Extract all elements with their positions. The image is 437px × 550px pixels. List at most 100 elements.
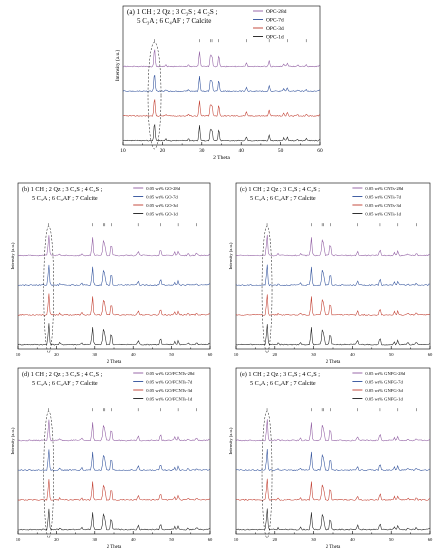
x-tick-label: 20 xyxy=(54,537,59,542)
chart-title: (e) 1 CH ; 2 Qz ; 3 C₃S ; 4 C₂S ; xyxy=(240,371,320,378)
series-line xyxy=(122,123,321,142)
chart-title-line2: 5 C₃A ; 6 C₄AF ; 7 Calcite xyxy=(32,195,98,202)
series-line xyxy=(235,294,431,316)
x-tick-label: 60 xyxy=(428,537,433,542)
plot-frame xyxy=(122,5,321,146)
x-tick-label: 40 xyxy=(350,537,355,542)
legend-label: 0.05 wt% GNFG-28d xyxy=(365,371,405,376)
series-line xyxy=(235,324,431,346)
x-tick-label: 60 xyxy=(317,148,323,154)
series-line xyxy=(235,234,431,257)
series-line xyxy=(17,235,211,257)
x-tick-label: 30 xyxy=(311,352,316,357)
panel-c: 10 20 30 40 50 60 2 Theta Intensity (a.u.) (c) 1… xyxy=(219,180,437,365)
x-axis-label: 2 Theta xyxy=(326,360,341,365)
legend-label: 0.05 wt% GO-3d xyxy=(146,203,178,208)
legend-label: 0.05 wt% GO/FCNTs-3d xyxy=(146,388,193,393)
x-tick-label: 40 xyxy=(350,352,355,357)
x-tick-label: 50 xyxy=(278,148,284,154)
series-line xyxy=(235,449,431,472)
x-tick-label: 40 xyxy=(239,148,245,154)
panel-a: 10 20 30 40 50 60 2 Theta Intensity (a.u.) (a) 1… xyxy=(0,0,437,178)
legend-label: 0.05 wt% GO/FCNTs-28d xyxy=(146,371,195,376)
series-line xyxy=(17,293,211,316)
legend-label: 0.05 wt% GO-28d xyxy=(146,186,181,191)
chart-title-line2: 5 C₃A ; 6 C₄AF ; 7 Calcite xyxy=(137,17,211,25)
chart-title: (c) 1 CH ; 2 Qz ; 3 C₃S ; 4 C₂S ; xyxy=(240,186,320,193)
legend-label: OPC-7d xyxy=(266,18,284,24)
x-tick-label: 50 xyxy=(389,352,394,357)
y-axis-label: Intensity (a.u.) xyxy=(228,427,233,454)
series-line xyxy=(235,419,431,442)
series-line xyxy=(17,479,211,501)
series-line xyxy=(17,508,211,531)
x-tick-label: 60 xyxy=(428,352,433,357)
series-line xyxy=(17,449,211,472)
dashed-ellipse-annotation xyxy=(261,225,273,354)
legend-label: 0.05 wt% GO/FCNTs-1d xyxy=(146,397,193,402)
chart-c: 10 20 30 40 50 60 2 Theta Intensity (a.u.) (c) 1… xyxy=(228,182,433,365)
x-axis-label: 2 Theta xyxy=(213,155,230,161)
x-tick-label: 30 xyxy=(311,537,316,542)
series-line xyxy=(122,99,321,117)
series-line xyxy=(122,49,321,68)
chart-title-line2: 5 C₃A ; 6 C₄AF ; 7 Calcite xyxy=(32,380,98,387)
x-axis-label: 2 Theta xyxy=(107,360,122,365)
series-line xyxy=(235,478,431,501)
x-tick-label: 20 xyxy=(273,352,278,357)
x-tick-label: 30 xyxy=(93,537,98,542)
legend-label: 0.05 wt% GNFG-3d xyxy=(365,388,403,393)
chart-a: 10 20 30 40 50 60 2 Theta Intensity (a.u.) (a) 1… xyxy=(114,5,323,161)
plot-frame xyxy=(17,182,211,350)
x-tick-label: 50 xyxy=(169,352,174,357)
chart-title-line2: 5 C₃A ; 6 C₄AF ; 7 Calcite xyxy=(250,195,316,202)
series-line xyxy=(235,508,431,531)
dashed-ellipse-annotation xyxy=(147,41,162,150)
x-tick-label: 20 xyxy=(54,352,59,357)
legend-label: 0.05 wt% GO-1d xyxy=(146,212,178,217)
x-axis-label: 2 Theta xyxy=(107,545,122,550)
legend-label: OPC-28d xyxy=(266,9,287,15)
series-line xyxy=(17,419,211,442)
legend-label: 0.05 wt% GO-7d xyxy=(146,195,178,200)
x-tick-label: 40 xyxy=(131,537,136,542)
legend-label: OPC-3d xyxy=(266,26,284,32)
x-tick-label: 10 xyxy=(16,537,21,542)
chart-d: 10 20 30 40 50 60 2 Theta Intensity (a.u.) (d) 1… xyxy=(10,367,213,550)
x-tick-label: 10 xyxy=(234,537,239,542)
y-axis-label: Intensity (a.u.) xyxy=(114,50,121,82)
x-tick-label: 30 xyxy=(199,148,205,154)
legend-label: 0.05 wt% CNTs-7d xyxy=(365,195,401,200)
panel-e: 10 20 30 40 50 60 2 Theta Intensity (a.u.) (e) 1… xyxy=(219,366,437,550)
series-line xyxy=(235,264,431,287)
x-tick-label: 20 xyxy=(160,148,166,154)
x-tick-label: 50 xyxy=(169,537,174,542)
series-line xyxy=(17,264,211,287)
legend-label: 0.05 wt% CNTs-28d xyxy=(365,186,404,191)
x-tick-label: 40 xyxy=(131,352,136,357)
chart-title: (b) 1 CH ; 2 Qz ; 3 C₃S ; 4 C₂S ; xyxy=(22,186,103,193)
x-tick-label: 50 xyxy=(389,537,394,542)
chart-title: (a) 1 CH ; 2 Qz ; 3 C₃S ; 4 C₂S ; xyxy=(127,8,217,16)
panel-d: 10 20 30 40 50 60 2 Theta Intensity (a.u.) (d) 1… xyxy=(0,366,218,550)
dashed-ellipse-annotation xyxy=(43,225,54,354)
x-tick-label: 60 xyxy=(208,352,213,357)
dashed-ellipse-annotation xyxy=(43,410,54,539)
legend-label: 0.05 wt% CNTs-1d xyxy=(365,212,401,217)
x-tick-label: 30 xyxy=(93,352,98,357)
series-line xyxy=(122,74,321,93)
dashed-ellipse-annotation xyxy=(261,410,273,539)
legend-label: 0.05 wt% CNTs-3d xyxy=(365,203,401,208)
x-tick-label: 10 xyxy=(234,352,239,357)
chart-b: 10 20 30 40 50 60 2 Theta Intensity (a.u.) (b) 1… xyxy=(10,182,213,365)
legend-label: 0.05 wt% GO/FCNTs-7d xyxy=(146,380,193,385)
y-axis-label: Intensity (a.u.) xyxy=(10,242,15,269)
legend-label: 0.05 wt% GNFG-1d xyxy=(365,397,403,402)
series-line xyxy=(17,323,211,346)
chart-title: (d) 1 CH ; 2 Qz ; 3 C₃S ; 4 C₂S ; xyxy=(22,371,103,378)
chart-e: 10 20 30 40 50 60 2 Theta Intensity (a.u.) (e) 1… xyxy=(228,367,433,550)
x-tick-label: 20 xyxy=(273,537,278,542)
legend-label: 0.05 wt% GNFG-7d xyxy=(365,380,403,385)
panel-b: 10 20 30 40 50 60 2 Theta Intensity (a.u.) (b) 1… xyxy=(0,180,218,365)
y-axis-label: Intensity (a.u.) xyxy=(10,427,15,454)
